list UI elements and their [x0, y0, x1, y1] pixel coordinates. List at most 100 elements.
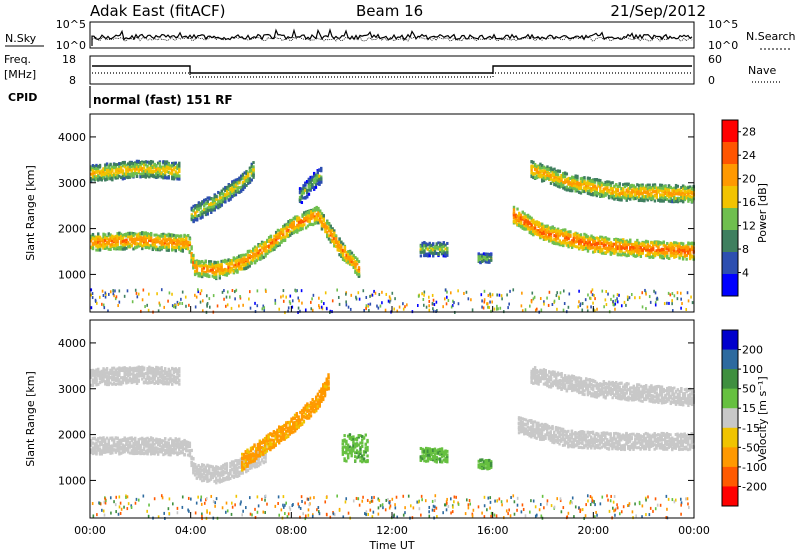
- range-cell: [638, 296, 641, 300]
- range-cell: [432, 254, 435, 258]
- range-cell: [352, 257, 355, 261]
- range-cell: [496, 304, 498, 308]
- range-cell: [356, 257, 359, 261]
- range-cell: [245, 257, 248, 261]
- range-cell: [446, 295, 448, 299]
- range-cell: [320, 179, 323, 183]
- range-cell: [292, 228, 295, 232]
- range-cell: [577, 239, 581, 243]
- range-cell: [311, 178, 314, 182]
- range-cell: [338, 237, 341, 241]
- range-cell: [104, 236, 107, 240]
- range-cell: [192, 209, 195, 213]
- range-cell: [567, 188, 570, 192]
- range-cell: [537, 164, 540, 168]
- range-cell: [163, 162, 167, 166]
- range-cell: [560, 179, 563, 183]
- range-cell: [687, 192, 690, 196]
- range-cell: [345, 292, 347, 296]
- range-cell: [479, 261, 482, 265]
- range-cell: [252, 258, 255, 262]
- range-cell: [623, 193, 627, 197]
- range-cell: [391, 291, 394, 295]
- range-cell: [586, 245, 590, 249]
- range-cell: [662, 240, 665, 244]
- range-cell: [151, 240, 155, 244]
- range-cell: [188, 241, 192, 245]
- range-cell: [678, 188, 681, 192]
- range-cell: [526, 220, 530, 224]
- range-cell: [516, 219, 519, 223]
- range-cell: [134, 172, 137, 176]
- range-cell: [572, 233, 576, 237]
- range-cell: [93, 165, 96, 169]
- range-cell: [216, 268, 220, 272]
- range-cell: [139, 163, 142, 167]
- range-cell: [481, 259, 484, 263]
- range-cell: [121, 236, 125, 240]
- range-cell: [292, 223, 295, 227]
- range-cell: [542, 174, 546, 178]
- range-cell: [681, 257, 685, 261]
- range-cell: [426, 254, 430, 258]
- range-cell: [241, 267, 244, 271]
- range-cell: [597, 178, 600, 182]
- range-cell: [224, 189, 227, 193]
- range-cell: [121, 233, 125, 237]
- range-cell: [630, 183, 634, 187]
- range-cell: [135, 159, 139, 163]
- range-cell: [227, 198, 231, 202]
- range-cell: [160, 232, 163, 236]
- range-cell: [600, 181, 604, 185]
- range-cell: [98, 163, 102, 167]
- range-cell: [616, 187, 620, 191]
- range-cell: [593, 187, 597, 191]
- range-cell: [169, 164, 172, 168]
- range-cell: [562, 183, 565, 187]
- freq-label-2: [MHz]: [4, 68, 36, 81]
- range-cell: [354, 266, 357, 270]
- range-cell: [172, 161, 176, 165]
- range-cell: [559, 291, 562, 295]
- range-cell: [274, 245, 278, 249]
- range-cell: [142, 166, 146, 170]
- range-cell: [130, 240, 133, 244]
- range-cell: [248, 290, 251, 294]
- range-cell: [595, 186, 598, 190]
- range-cell: [660, 198, 664, 202]
- range-cell: [526, 224, 530, 228]
- range-cell: [172, 173, 176, 177]
- range-cell: [162, 160, 165, 164]
- range-cell: [141, 239, 144, 243]
- range-cell: [539, 162, 542, 166]
- range-cell: [256, 289, 259, 293]
- range-cell: [253, 248, 257, 252]
- range-cell: [548, 226, 551, 230]
- range-cell: [683, 246, 687, 250]
- frequency-panel-frame: [89, 55, 695, 85]
- range-cell: [316, 169, 319, 173]
- range-cell: [336, 288, 338, 292]
- range-cell: [118, 231, 121, 235]
- range-cell: [97, 245, 100, 249]
- range-cell: [664, 252, 667, 256]
- range-cell: [172, 167, 176, 171]
- range-cell: [149, 244, 153, 248]
- range-cell: [232, 182, 236, 186]
- range-cell: [338, 302, 341, 306]
- range-cell: [126, 234, 130, 238]
- range-cell: [97, 248, 100, 252]
- range-cell: [220, 269, 223, 273]
- range-cell: [549, 177, 553, 181]
- range-cell: [439, 250, 442, 254]
- range-cell: [567, 179, 570, 183]
- range-cell: [623, 185, 627, 189]
- range-cell: [551, 172, 554, 176]
- range-cell: [604, 187, 607, 191]
- range-cell: [306, 218, 310, 222]
- range-cell: [278, 242, 281, 246]
- range-cell: [690, 199, 694, 203]
- range-cell: [146, 245, 149, 249]
- range-cell: [132, 241, 135, 245]
- range-cell: [623, 247, 627, 251]
